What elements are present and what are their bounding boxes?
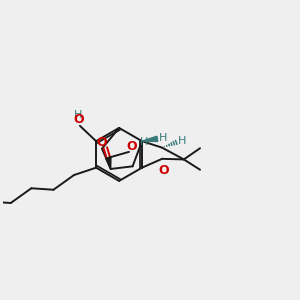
Text: O: O: [73, 113, 84, 126]
Text: H: H: [74, 110, 83, 120]
Text: H: H: [178, 136, 186, 146]
Text: O: O: [158, 164, 169, 177]
Text: H: H: [140, 136, 148, 147]
Text: H: H: [159, 133, 167, 143]
Text: O: O: [97, 136, 107, 149]
Text: O: O: [126, 140, 136, 153]
Polygon shape: [142, 136, 158, 141]
Polygon shape: [106, 157, 111, 169]
